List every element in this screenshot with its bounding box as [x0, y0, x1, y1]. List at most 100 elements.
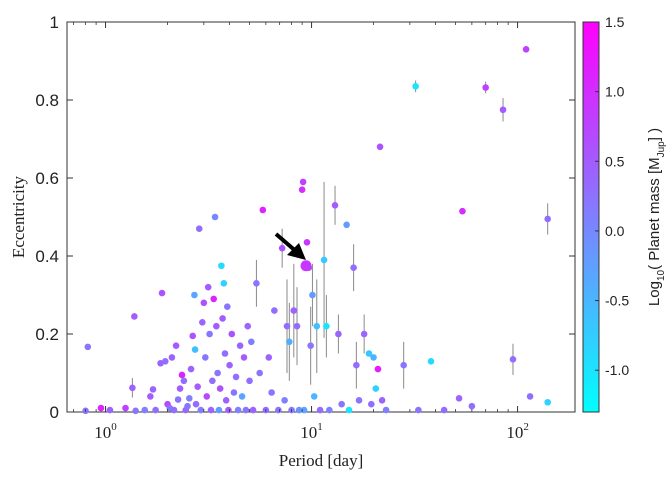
data-point	[259, 206, 267, 214]
data-point	[298, 186, 306, 193]
data-point	[331, 202, 339, 209]
data-point	[374, 365, 382, 373]
y-tick-label: 0	[50, 403, 59, 422]
data-point	[345, 406, 353, 414]
data-point	[303, 239, 311, 246]
data-point	[290, 307, 298, 314]
data-point	[199, 319, 206, 326]
data-point	[191, 346, 199, 353]
data-point	[459, 207, 466, 215]
colorbar-tick-label: 0.0	[605, 223, 625, 239]
data-point	[275, 406, 282, 414]
highlighted-point	[300, 260, 312, 272]
data-point	[236, 342, 244, 350]
data-point	[268, 389, 275, 396]
data-point	[131, 313, 138, 320]
data-point	[522, 46, 530, 53]
data-point	[283, 322, 291, 330]
data-point	[323, 322, 330, 330]
data-point	[218, 262, 225, 270]
data-point	[207, 406, 215, 414]
data-point	[372, 385, 380, 392]
data-point	[265, 354, 273, 361]
data-point	[232, 373, 240, 381]
data-point	[215, 406, 223, 414]
data-point	[286, 338, 293, 346]
data-point	[368, 400, 375, 408]
data-point	[353, 361, 360, 369]
data-point	[271, 307, 278, 314]
data-point	[415, 406, 422, 414]
data-point	[213, 322, 220, 330]
data-point	[129, 384, 136, 392]
highlight-arrow	[274, 232, 306, 260]
data-point	[168, 354, 176, 361]
data-point	[544, 215, 551, 223]
y-tick-label: 0.2	[35, 325, 59, 344]
y-tick-label: 0.6	[35, 169, 59, 188]
data-point	[350, 264, 357, 272]
data-point	[216, 385, 224, 392]
data-point	[309, 291, 316, 299]
data-point	[221, 350, 229, 357]
data-point	[355, 397, 363, 404]
data-point	[191, 291, 198, 299]
data-point	[106, 406, 114, 414]
data-point	[338, 400, 345, 408]
data-point	[281, 397, 288, 404]
data-point	[211, 213, 219, 221]
data-point	[376, 143, 384, 151]
y-axis-label: Eccentricity	[9, 175, 28, 258]
data-point	[360, 330, 368, 338]
data-point	[122, 404, 129, 412]
data-point	[225, 406, 232, 414]
x-tick-label: 101	[300, 421, 323, 442]
data-point	[170, 406, 178, 414]
colorbar-tick-label: -1.0	[605, 362, 629, 378]
data-point	[185, 395, 193, 402]
data-point	[238, 393, 246, 400]
data-point	[214, 369, 221, 377]
data-point	[234, 406, 242, 414]
y-tick-label: 1	[50, 13, 59, 32]
data-point	[246, 377, 253, 385]
data-point	[180, 377, 188, 385]
data-point	[189, 332, 197, 340]
data-point	[174, 396, 182, 403]
data-point	[141, 406, 149, 414]
data-point	[240, 354, 248, 361]
x-axis-ticks: 100 101 102	[73, 22, 529, 442]
plot-area	[66, 21, 576, 413]
data-point	[509, 356, 517, 363]
data-point	[320, 256, 328, 264]
y-axis-ticks: 0 0.2 0.4 0.6 0.8 1	[35, 13, 575, 422]
data-point	[161, 358, 169, 365]
colorbar-ticks: 1.5 1.0 0.5 0.0 -0.5 -1.0	[595, 14, 629, 378]
data-point	[307, 342, 314, 350]
data-point	[204, 283, 212, 291]
data-point	[499, 106, 507, 114]
data-point	[370, 354, 377, 361]
colorbar: 1.5 1.0 0.5 0.0 -0.5 -1.0 Log10( Planet mass …	[582, 14, 667, 413]
data-point	[210, 295, 218, 303]
data-point	[400, 361, 407, 369]
data-point	[253, 280, 260, 287]
data-point	[224, 303, 231, 311]
data-point	[343, 221, 350, 229]
data-points	[82, 46, 551, 415]
data-point	[222, 397, 230, 404]
data-point	[192, 400, 200, 408]
data-point	[172, 342, 180, 350]
data-point	[278, 244, 286, 252]
data-point	[378, 397, 386, 404]
data-point	[544, 398, 551, 406]
colorbar-gradient	[582, 21, 600, 413]
data-point	[226, 361, 233, 369]
data-point	[242, 406, 250, 414]
data-point	[230, 389, 238, 396]
data-point	[158, 289, 166, 297]
y-tick-label: 0.8	[35, 91, 59, 110]
data-point	[249, 406, 257, 414]
data-point	[220, 280, 228, 287]
x-axis-label: Period [day]	[279, 451, 364, 470]
